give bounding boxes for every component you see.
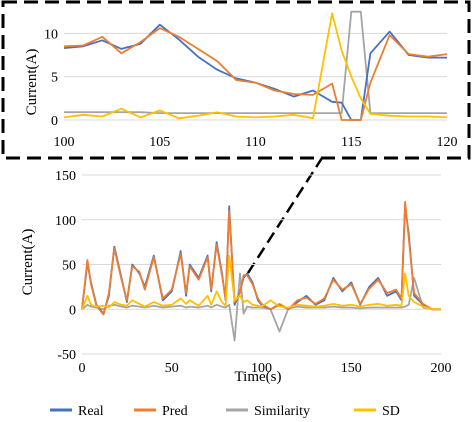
- inset-series: [63, 10, 448, 121]
- x-tick-label: 120: [437, 135, 458, 150]
- legend-label-similarity: Similarity: [254, 404, 310, 419]
- series-line-pred: [63, 27, 448, 121]
- x-tick-label: 50: [165, 361, 179, 376]
- main-y-axis-label: Current(A): [20, 229, 36, 296]
- y-tick-label: 100: [55, 214, 76, 229]
- inset-ticks: 0 5 10 100 105 110 115 120: [44, 27, 458, 150]
- series-line-sd: [63, 12, 448, 120]
- y-tick-label: 150: [55, 169, 76, 184]
- legend-label-pred: Pred: [162, 404, 188, 419]
- y-tick-label: 50: [62, 259, 76, 274]
- y-tick-label: -50: [57, 348, 76, 363]
- series-line-pred: [81, 200, 441, 316]
- main-x-axis-label: Time(s): [235, 369, 282, 385]
- x-tick-label: 100: [251, 361, 272, 376]
- y-tick-label: 0: [69, 303, 76, 318]
- x-tick-label: 110: [245, 135, 265, 150]
- x-tick-label: 150: [341, 361, 362, 376]
- x-tick-label: 100: [54, 135, 75, 150]
- inset-gridlines: [64, 32, 447, 121]
- main-series: [81, 200, 441, 342]
- series-line-real: [81, 205, 441, 315]
- y-tick-label: 10: [44, 27, 58, 42]
- x-tick-label: 105: [149, 135, 170, 150]
- x-tick-label: 200: [431, 361, 452, 376]
- main-gridlines: [82, 174, 441, 355]
- legend-label-real: Real: [78, 404, 104, 419]
- y-tick-label: 5: [51, 71, 58, 86]
- legend: Real Pred Similarity SD: [50, 404, 400, 419]
- y-tick-label: 0: [51, 114, 58, 129]
- series-line-similarity: [81, 272, 441, 342]
- series-line-similarity: [64, 10, 447, 114]
- inset-y-axis-label: Current(A): [24, 49, 40, 116]
- series-line-sd: [81, 254, 441, 311]
- zoom-connector-left: [246, 157, 324, 274]
- legend-label-sd: SD: [382, 404, 400, 419]
- x-tick-label: 0: [79, 361, 86, 376]
- x-tick-label: 115: [341, 135, 361, 150]
